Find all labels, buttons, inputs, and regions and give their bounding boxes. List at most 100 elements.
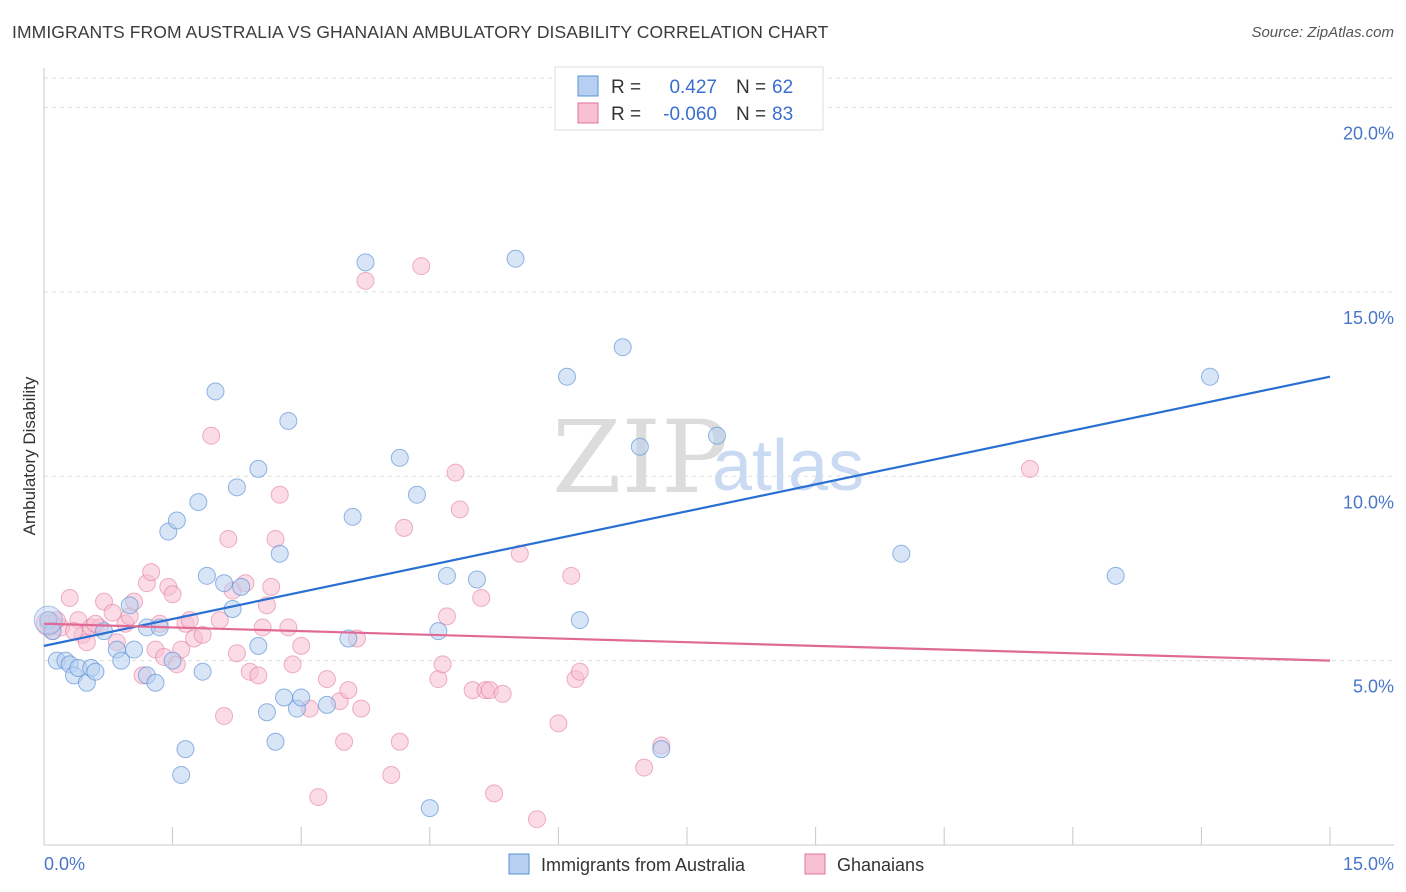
legend-r-label-2: R = <box>611 104 641 125</box>
australia-point <box>429 622 448 641</box>
ghanaians-point <box>249 666 268 685</box>
ghanaians-point <box>446 463 465 482</box>
australia-point <box>467 570 486 589</box>
australia-point <box>86 662 105 681</box>
ghanaians-point <box>317 670 336 689</box>
x-tick-label-min: 0.0% <box>44 854 85 874</box>
bottom-legend-label-australia: Immigrants from Australia <box>541 855 746 875</box>
australia-point <box>146 673 165 692</box>
australia-point <box>390 448 409 467</box>
ghanaians-point <box>450 500 469 519</box>
ghanaians-point <box>219 529 238 548</box>
australia-point <box>197 566 216 585</box>
australia-point <box>1200 367 1219 386</box>
ghanaians-point <box>356 271 375 290</box>
ghanaians-trendline <box>43 622 1331 662</box>
legend-n-label-2: N = <box>736 104 766 125</box>
bottom-legend-label-ghanaians: Ghanaians <box>837 855 924 875</box>
ghanaians-point <box>1020 459 1039 478</box>
ghanaians-point <box>472 588 491 607</box>
legend-box <box>554 66 824 131</box>
x-tick-label-max: 15.0% <box>1343 854 1394 874</box>
australia-point <box>613 338 632 357</box>
ghanaians-point <box>215 706 234 725</box>
australia-point <box>420 799 439 818</box>
ghanaians-point <box>142 563 161 582</box>
grid <box>44 77 1394 662</box>
ghanaians-point <box>437 607 456 626</box>
legend-swatch-australia <box>577 75 599 97</box>
ghanaians-point <box>283 655 302 674</box>
y-axis-label: Ambulatory Disability <box>20 376 39 535</box>
australia-point <box>339 629 358 648</box>
ghanaians-point <box>382 765 401 784</box>
ghanaians-point <box>279 618 298 637</box>
legend: R = 0.427 N = 62 R = -0.060 N = 83 <box>554 66 824 131</box>
australia-point <box>193 662 212 681</box>
ghanaians-point <box>339 681 358 700</box>
bottom-legend-swatch-australia <box>508 853 530 875</box>
australia-point <box>120 596 139 615</box>
australia-point <box>249 459 268 478</box>
legend-swatch-ghanaians <box>577 102 599 124</box>
australia-point <box>232 577 251 596</box>
australia-point <box>266 732 285 751</box>
australia-point <box>407 485 426 504</box>
legend-n-label-1: N = <box>736 77 766 98</box>
australia-point <box>630 437 649 456</box>
ghanaians-point <box>60 588 79 607</box>
australia-point <box>892 544 911 563</box>
bottom-legend: Immigrants from Australia Ghanaians <box>508 853 924 875</box>
ghanaians-point <box>390 732 409 751</box>
ghanaians-point <box>493 684 512 703</box>
watermark-atlas: atlas <box>712 426 864 506</box>
legend-n-value-1: 62 <box>772 77 793 98</box>
ghanaians-point <box>227 644 246 663</box>
australia-point <box>172 765 191 784</box>
australia-point <box>227 478 246 497</box>
australia-point <box>206 382 225 401</box>
ghanaians-point <box>433 655 452 674</box>
ghanaians-point <box>570 662 589 681</box>
australia-point <box>163 651 182 670</box>
ghanaians-point <box>193 625 212 644</box>
australia-point <box>167 511 186 530</box>
ghanaians-point <box>412 257 431 276</box>
australia-point <box>257 703 276 722</box>
australia-point <box>189 493 208 512</box>
x-ticks <box>43 827 1331 845</box>
ghanaians-point <box>270 485 289 504</box>
australia-point <box>43 622 62 641</box>
legend-r-value-1: 0.427 <box>669 77 717 98</box>
australia-trendline <box>43 375 1331 647</box>
y-tick-label: 20.0% <box>1343 124 1394 144</box>
y-tick-labels: 5.0% 10.0% 15.0% 20.0% <box>1343 124 1394 697</box>
trendlines <box>43 375 1331 662</box>
legend-n-value-2: 83 <box>772 104 793 125</box>
australia-point <box>112 651 131 670</box>
bottom-legend-swatch-ghanaians <box>804 853 826 875</box>
ghanaians-point <box>262 577 281 596</box>
australia-point <box>652 740 671 759</box>
watermark-zip: ZIP <box>552 399 728 516</box>
australia-point <box>343 507 362 526</box>
legend-r-label-1: R = <box>611 77 641 98</box>
australia-point <box>437 566 456 585</box>
australia-cluster-point <box>33 605 63 635</box>
australia-point <box>557 367 576 386</box>
australia-point <box>223 600 242 618</box>
ghanaians-point <box>549 714 568 733</box>
y-tick-label: 5.0% <box>1353 677 1394 697</box>
ghanaians-point <box>395 518 414 537</box>
ghanaians-point <box>635 758 654 777</box>
australia-points <box>33 249 1219 818</box>
australia-point <box>570 611 589 630</box>
australia-point <box>506 249 525 268</box>
ghanaians-point <box>253 618 272 637</box>
australia-point <box>125 640 144 659</box>
ghanaians-point <box>562 566 581 585</box>
australia-point <box>356 253 375 272</box>
ghanaians-point <box>485 784 504 803</box>
axes <box>43 68 1394 846</box>
